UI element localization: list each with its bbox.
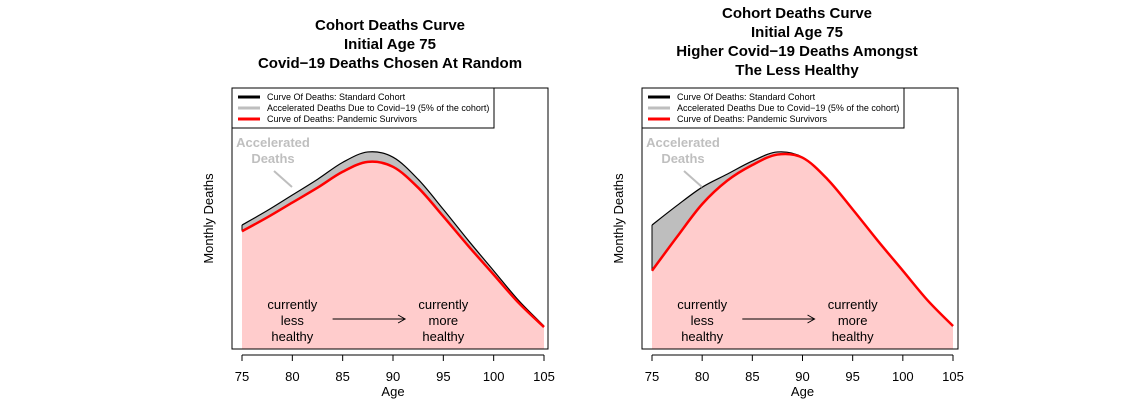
x-tick-label: 95 xyxy=(845,369,859,384)
more-healthy-label: more xyxy=(838,313,868,328)
x-tick-label: 75 xyxy=(235,369,249,384)
accelerated-pointer xyxy=(273,170,293,188)
less-healthy-label: healthy xyxy=(271,329,313,344)
less-healthy-label: less xyxy=(691,313,715,328)
x-tick-label: 90 xyxy=(795,369,809,384)
chart-title: Higher Covid−19 Deaths Amongst xyxy=(676,43,918,60)
accelerated-deaths-label: Deaths xyxy=(661,151,704,166)
survivors-line xyxy=(650,152,954,327)
x-tick-label: 85 xyxy=(335,369,349,384)
y-axis-label: Monthly Deaths xyxy=(611,173,626,264)
more-healthy-label: healthy xyxy=(422,329,464,344)
accelerated-deaths-label: Accelerated xyxy=(236,135,310,150)
chart-panel-1: Cohort Deaths Curve Initial Age 75 Covid−1… xyxy=(201,17,555,399)
accelerated-deaths-label: Deaths xyxy=(251,151,294,166)
legend-box xyxy=(641,87,905,129)
x-tick-label: 95 xyxy=(436,369,450,384)
legend-label: Curve Of Deaths: Standard Cohort xyxy=(267,92,406,102)
legend-label: Curve of Deaths: Pandemic Survivors xyxy=(267,114,418,124)
less-healthy-label: less xyxy=(281,313,305,328)
chart-title: Cohort Deaths Curve xyxy=(722,5,872,22)
legend-box xyxy=(231,87,495,129)
chart-title: Cohort Deaths Curve xyxy=(315,17,465,34)
standard-cohort-line xyxy=(241,151,545,327)
x-axis-label: Age xyxy=(381,384,404,399)
survivors-area xyxy=(242,161,544,349)
chart-title: Initial Age 75 xyxy=(344,36,436,53)
x-tick-label: 85 xyxy=(745,369,759,384)
more-healthy-label: currently xyxy=(418,297,468,312)
arrow-head-icon xyxy=(397,314,407,324)
more-healthy-label: healthy xyxy=(832,329,874,344)
more-healthy-label: more xyxy=(429,313,459,328)
x-tick-label: 75 xyxy=(645,369,659,384)
x-tick-label: 80 xyxy=(285,369,299,384)
chart-title: The Less Healthy xyxy=(735,62,859,79)
survivors-area xyxy=(652,153,953,349)
legend-label: Accelerated Deaths Due to Covid−19 (5% o… xyxy=(677,103,899,113)
less-healthy-label: currently xyxy=(677,297,727,312)
chart-title: Initial Age 75 xyxy=(751,24,843,41)
legend-label: Curve of Deaths: Pandemic Survivors xyxy=(677,114,828,124)
x-tick-label: 100 xyxy=(892,369,914,384)
accelerated-pointer xyxy=(683,170,703,188)
x-tick-label: 105 xyxy=(533,369,555,384)
x-axis-label: Age xyxy=(791,384,814,399)
x-tick-label: 100 xyxy=(483,369,505,384)
chart-panel-2: Cohort Deaths Curve Initial Age 75 Higher … xyxy=(611,5,964,399)
arrow-head-icon xyxy=(807,314,816,324)
legend-label: Curve Of Deaths: Standard Cohort xyxy=(677,92,816,102)
y-axis-label: Monthly Deaths xyxy=(201,173,216,264)
legend-label: Accelerated Deaths Due to Covid−19 (5% o… xyxy=(267,103,489,113)
accelerated-deaths-label: Accelerated xyxy=(646,135,720,150)
chart-title: Covid−19 Deaths Chosen At Random xyxy=(258,55,522,72)
x-tick-label: 90 xyxy=(386,369,400,384)
more-healthy-label: currently xyxy=(828,297,878,312)
x-tick-label: 105 xyxy=(942,369,964,384)
survivors-line xyxy=(241,160,545,328)
less-healthy-label: healthy xyxy=(681,329,723,344)
x-tick-label: 80 xyxy=(695,369,709,384)
less-healthy-label: currently xyxy=(267,297,317,312)
